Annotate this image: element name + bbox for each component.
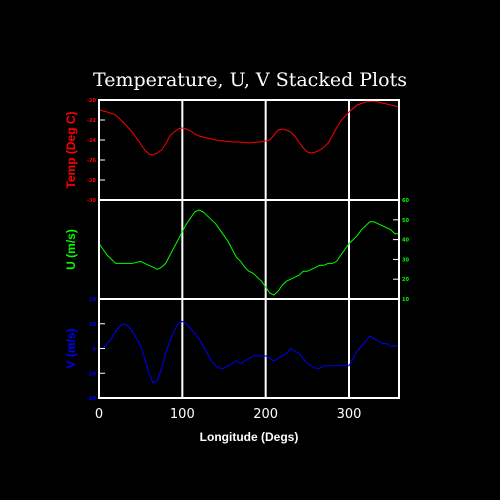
vertical-gridlines xyxy=(181,100,350,398)
y-axis-label-panel-2: U (m/s) xyxy=(64,229,78,270)
y-tick-label: -10 xyxy=(87,371,97,377)
panel-frames xyxy=(98,99,400,399)
x-tick-label: 300 xyxy=(337,407,362,422)
y-tick-label: 60 xyxy=(402,198,409,204)
y-tick-label: 30 xyxy=(402,257,409,263)
y-tick-label: 0 xyxy=(93,347,97,353)
y-tick-label: -26 xyxy=(87,158,97,164)
chart-title: Temperature, U, V Stacked Plots xyxy=(93,69,407,91)
y-tick-label: -28 xyxy=(87,178,97,184)
x-tick-label: 0 xyxy=(95,407,103,422)
y-tick-label: 20 xyxy=(402,277,409,283)
y-tick-label: 40 xyxy=(402,238,409,244)
series-line-panel-1 xyxy=(98,100,400,156)
panel-frame-2 xyxy=(98,199,400,300)
x-tick-label: 100 xyxy=(170,407,195,422)
series-line-panel-3 xyxy=(99,320,399,384)
y-tick-label: -24 xyxy=(87,138,97,144)
series-layer xyxy=(98,100,400,384)
y-tick-label: -30 xyxy=(87,198,97,204)
y-axis-labels: Temp (Deg C) U (m/s) V (m/s) xyxy=(64,111,78,368)
y-tick-label: -20 xyxy=(87,98,97,104)
panel-frame-3 xyxy=(98,298,400,399)
x-axis-label: Longitude (Degs) xyxy=(200,430,299,444)
y-tick-label: -22 xyxy=(87,118,97,124)
x-tick-layer: 0 100 200 300 xyxy=(95,407,362,422)
x-tick-label: 200 xyxy=(253,407,278,422)
y-tick-label: -20 xyxy=(87,396,97,402)
series-line-panel-2 xyxy=(98,209,399,296)
y-tick-label: 10 xyxy=(89,322,96,328)
y-tick-label: 50 xyxy=(402,218,409,224)
y-axis-label-panel-1: Temp (Deg C) xyxy=(64,111,78,188)
y-tick-label: 10 xyxy=(402,297,409,303)
y-tick-layer: -30 -28 -26 -24 -22 -20 10 20 30 40 50 60 -20 -10 0 10 2… xyxy=(87,98,410,402)
y-tick-label: 20 xyxy=(89,297,96,303)
panel-frame-1 xyxy=(98,99,400,201)
y-axis-label-panel-3: V (m/s) xyxy=(64,328,78,368)
